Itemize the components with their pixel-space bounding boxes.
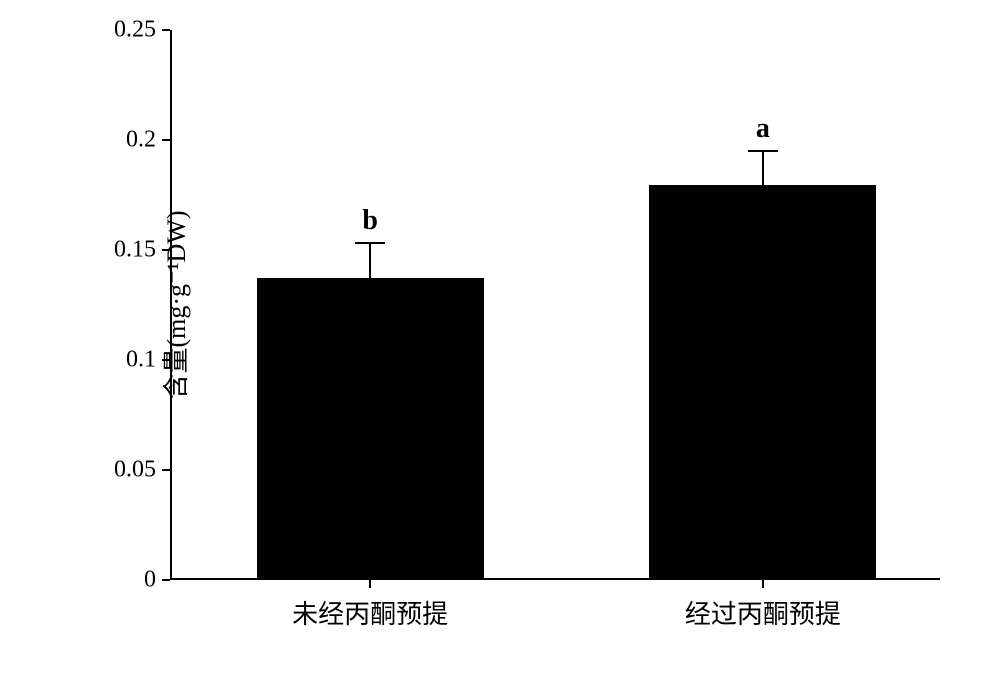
y-tick-label: 0.05 (114, 457, 156, 484)
x-tick (762, 580, 764, 588)
error-bar-stem (762, 151, 764, 186)
y-tick (162, 249, 170, 251)
chart-container: 含量(mg·g⁻¹DW) 0 0.05 0.1 0.15 0.2 0.25 未经丙酮预提 b 经… (90, 20, 960, 640)
significance-label: b (362, 205, 378, 237)
error-bar-cap (355, 242, 385, 244)
y-tick-label: 0.25 (114, 17, 156, 44)
y-tick (162, 579, 170, 581)
y-tick (162, 359, 170, 361)
x-tick (369, 580, 371, 588)
x-category-label: 未经丙酮预提 (292, 594, 448, 631)
y-tick (162, 29, 170, 31)
y-tick-label: 0.2 (126, 127, 156, 154)
bar (649, 185, 876, 579)
plot-area: 含量(mg·g⁻¹DW) 00.050.10.150.20.25未经丙酮预提b经… (170, 30, 940, 580)
y-tick-label: 0.15 (114, 237, 156, 264)
y-tick-label: 0.1 (126, 347, 156, 374)
y-tick (162, 469, 170, 471)
y-axis-title: 含量(mg·g⁻¹DW) (156, 210, 193, 399)
x-category-label: 经过丙酮预提 (685, 594, 841, 631)
y-tick (162, 139, 170, 141)
error-bar-stem (369, 243, 371, 278)
error-bar-cap (748, 150, 778, 152)
y-tick-label: 0 (144, 567, 156, 594)
bar (257, 278, 484, 579)
significance-label: a (756, 113, 770, 145)
